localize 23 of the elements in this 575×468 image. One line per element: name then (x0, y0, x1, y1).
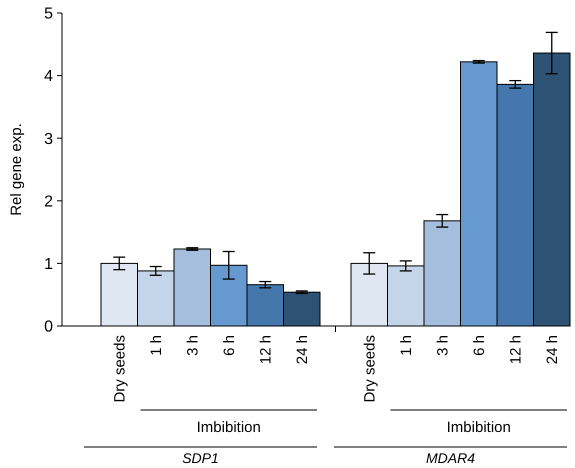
x-tick-label: 1 h (398, 335, 415, 356)
x-tick-label: 3 h (434, 335, 452, 356)
text: Imbibition (196, 419, 261, 436)
x-tick-label: 12 h (258, 335, 274, 364)
x-tick-label: 3 h (184, 335, 202, 356)
y-tick-label: 0 (44, 318, 54, 336)
y-axis-title: Rel gene exp. (8, 123, 25, 216)
x-tick-label: Dry seeds (112, 335, 128, 403)
text: MDAR4 (426, 450, 476, 466)
x-tick-label: 24 h (544, 335, 561, 364)
x-tick-label: 6 h (471, 335, 488, 356)
y-tick-label: 3 (44, 130, 54, 148)
x-tick-label: 6 h (221, 335, 238, 356)
x-tick-label: 24 h (294, 335, 311, 364)
y-tick-label: 2 (44, 193, 54, 210)
x-tick-label: Dry seeds (362, 335, 378, 403)
text: Imbibition (446, 419, 511, 436)
x-tick-label: 12 h (508, 335, 524, 364)
text: SDP1 (182, 450, 219, 466)
y-tick-label: 4 (44, 68, 54, 86)
y-tick-label: 5 (44, 6, 54, 23)
x-tick-label: 1 h (148, 335, 165, 356)
y-tick-label: 1 (44, 256, 54, 273)
